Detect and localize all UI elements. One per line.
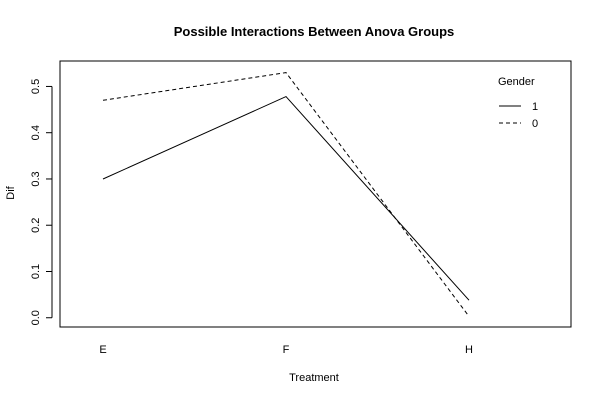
y-tick-label: 0.3 xyxy=(30,171,42,186)
legend: Gender 1 0 xyxy=(498,76,538,130)
y-tick-label: 0.4 xyxy=(30,125,42,140)
series-layer xyxy=(102,72,470,317)
y-axis: 0.0 0.1 0.2 0.3 0.4 0.5 xyxy=(30,79,53,325)
y-tick-label: 0.0 xyxy=(30,310,42,325)
legend-label-0: 0 xyxy=(532,118,538,130)
legend-title: Gender xyxy=(498,76,535,88)
series-line-1 xyxy=(102,95,470,301)
plot-area-border xyxy=(59,60,572,328)
x-tick-label: H xyxy=(465,344,473,356)
x-tick-label: F xyxy=(283,344,290,356)
chart-title: Possible Interactions Between Anova Grou… xyxy=(174,24,455,39)
x-tick-label: E xyxy=(99,344,106,356)
y-axis-label: Dif xyxy=(5,185,17,199)
series-line-0 xyxy=(102,72,470,317)
y-tick-label: 0.1 xyxy=(30,264,42,279)
y-tick-label: 0.5 xyxy=(30,79,42,94)
x-axis-label: Treatment xyxy=(289,372,339,384)
y-tick-label: 0.2 xyxy=(30,218,42,233)
legend-label-1: 1 xyxy=(532,101,538,113)
